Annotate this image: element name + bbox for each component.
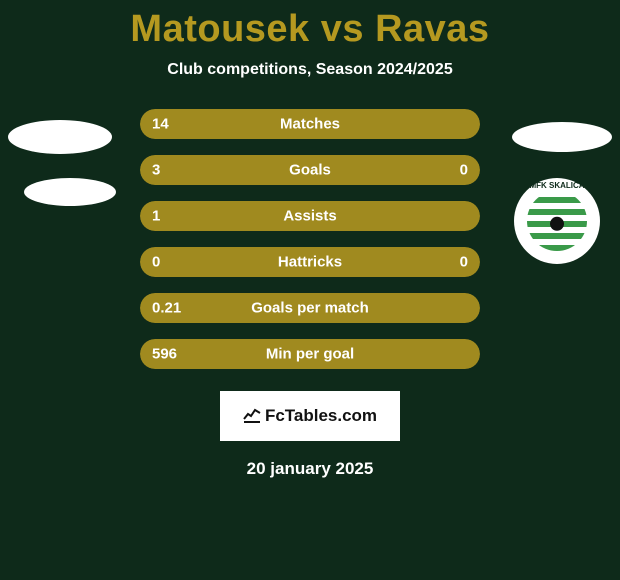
- stat-value-left: 3: [152, 162, 160, 179]
- club-badge-name: MFK SKALICA: [514, 181, 600, 190]
- club-badge: MFK SKALICA 1920: [514, 178, 600, 264]
- site-branding: FcTables.com: [220, 391, 400, 441]
- subtitle: Club competitions, Season 2024/2025: [0, 61, 620, 79]
- stat-value-right: 0: [460, 254, 468, 271]
- stat-label: Goals: [289, 162, 331, 179]
- stat-value-left: 0: [152, 254, 160, 271]
- stat-label: Assists: [283, 208, 336, 225]
- site-name: FcTables.com: [265, 406, 377, 426]
- stat-row: 0.21 Goals per match: [140, 293, 480, 323]
- player-left-avatar-top: [8, 120, 112, 154]
- stat-row: 596 Min per goal: [140, 339, 480, 369]
- footer-date: 20 january 2025: [0, 459, 620, 479]
- page-title: Matousek vs Ravas: [0, 0, 620, 51]
- stat-row: 3 Goals 0: [140, 155, 480, 185]
- stat-value-left: 0.21: [152, 300, 181, 317]
- stat-value-right: 0: [460, 162, 468, 179]
- stat-row: 0 Hattricks 0: [140, 247, 480, 277]
- player-right-avatar-top: [512, 122, 612, 152]
- stat-row: 1 Assists: [140, 201, 480, 231]
- stat-label: Hattricks: [278, 254, 342, 271]
- stat-value-left: 596: [152, 346, 177, 363]
- stat-label: Goals per match: [251, 300, 369, 317]
- chart-icon: [243, 405, 261, 428]
- stat-label: Min per goal: [266, 346, 354, 363]
- stat-label: Matches: [280, 116, 340, 133]
- stat-fill-left: [140, 155, 398, 185]
- stat-row: 14 Matches: [140, 109, 480, 139]
- stat-value-left: 1: [152, 208, 160, 225]
- player-left-avatar-bottom: [24, 178, 116, 206]
- stat-value-left: 14: [152, 116, 169, 133]
